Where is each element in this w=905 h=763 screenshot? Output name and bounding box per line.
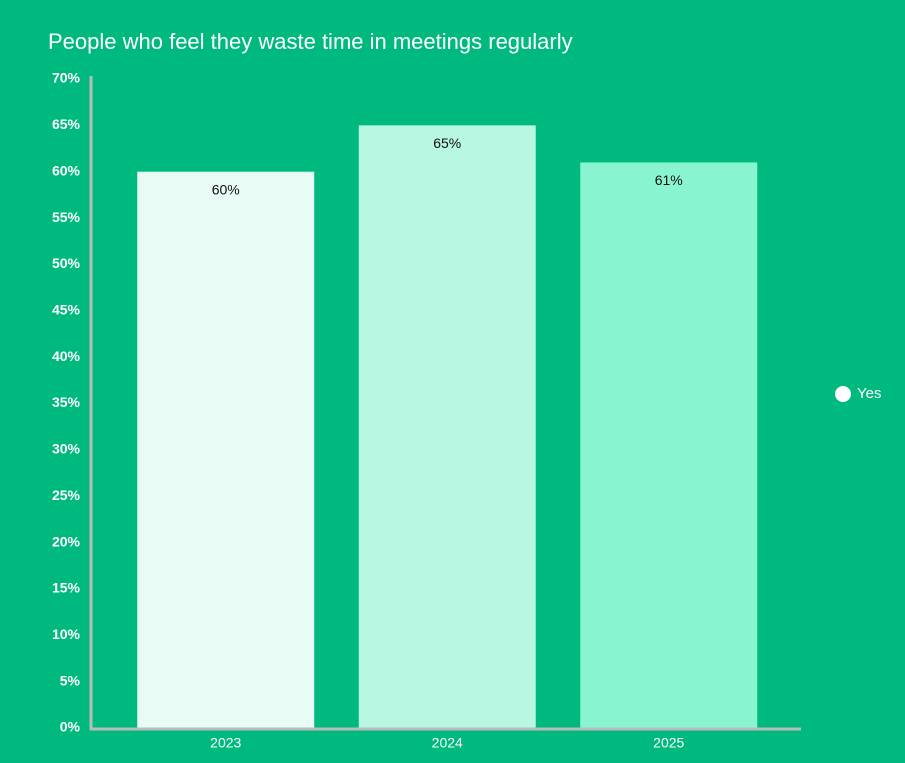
y-tick-label: 60%	[52, 162, 81, 178]
x-tick-label: 2023	[210, 735, 241, 751]
data-label: 60%	[212, 181, 240, 197]
x-tick-label: 2024	[432, 735, 463, 751]
bar	[580, 162, 758, 728]
y-tick-label: 10%	[52, 626, 81, 642]
y-tick-label: 65%	[52, 116, 81, 132]
y-tick-label: 0%	[60, 719, 81, 735]
data-label: 65%	[433, 135, 461, 151]
y-tick-label: 20%	[52, 533, 81, 549]
y-tick-label: 25%	[52, 487, 81, 503]
y-tick-label: 15%	[52, 580, 81, 596]
y-tick-label: 5%	[60, 672, 81, 688]
legend-label: Yes	[857, 385, 881, 402]
y-tick-label: 30%	[52, 441, 81, 457]
y-tick-label: 55%	[52, 209, 81, 225]
y-tick-label: 50%	[52, 255, 81, 271]
y-tick-label: 35%	[52, 394, 81, 410]
x-tick-label: 2025	[653, 735, 684, 751]
bar	[358, 125, 536, 729]
data-label: 61%	[655, 172, 683, 188]
y-tick-label: 45%	[52, 301, 81, 317]
legend-marker	[835, 386, 851, 402]
y-tick-label: 40%	[52, 348, 81, 364]
bar	[137, 171, 315, 728]
y-tick-label: 70%	[52, 70, 81, 86]
chart-title: People who feel they waste time in meeti…	[48, 29, 573, 54]
